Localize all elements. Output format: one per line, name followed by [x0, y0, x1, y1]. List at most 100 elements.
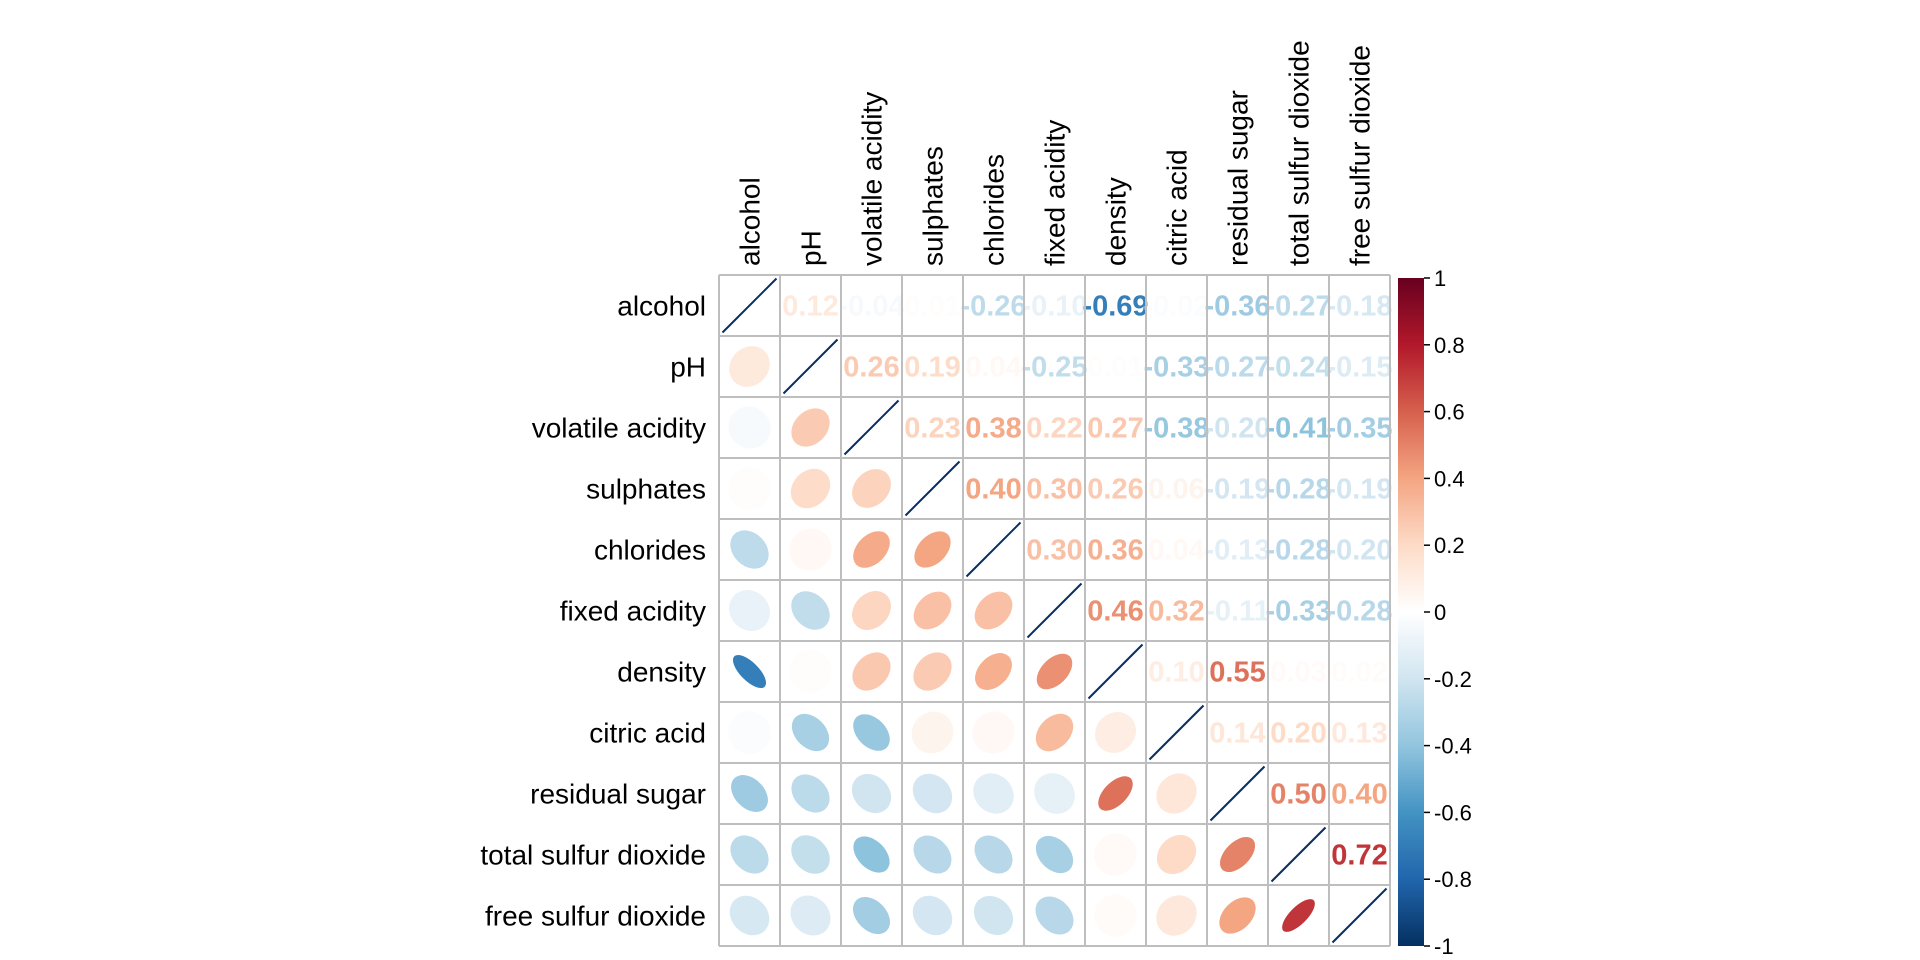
cell-volatile-acidity-chlorides: 0.38	[965, 413, 1021, 445]
cell-ph-citric-acid: -0.33	[1143, 352, 1209, 384]
cell-alcohol-density: -0.69	[1082, 291, 1148, 323]
cell-chlorides-total-sulfur-dioxide: -0.28	[1265, 535, 1331, 567]
cell-total-sulfur-dioxide-total-sulfur-dioxide	[1270, 826, 1327, 883]
legend-tick-label: -0.8	[1434, 867, 1472, 892]
row-label-volatile-acidity: volatile acidity	[532, 413, 706, 444]
correlation-ellipse	[851, 773, 892, 814]
correlation-value: 0.03	[1270, 657, 1326, 689]
row-label-fixed-acidity: fixed acidity	[560, 596, 706, 627]
cell-ph-density: 0.01	[1087, 352, 1143, 384]
correlation-value: 0.40	[1331, 779, 1387, 811]
correlation-ellipse	[913, 652, 952, 691]
cell-total-sulfur-dioxide-free-sulfur-dioxide: 0.72	[1331, 840, 1387, 872]
correlation-ellipse	[1282, 899, 1315, 932]
row-label-total-sulfur-dioxide: total sulfur dioxide	[480, 840, 706, 871]
column-label-volatile-acidity: volatile acidity	[857, 92, 888, 266]
cell-ph-free-sulfur-dioxide: -0.15	[1326, 352, 1392, 384]
cell-sulphates-citric-acid: 0.06	[1148, 474, 1204, 506]
correlation-value: -0.27	[1204, 352, 1270, 384]
correlation-value: 0.38	[965, 413, 1021, 445]
cell-residual-sugar-volatile-acidity	[851, 773, 892, 814]
correlation-value: -0.26	[960, 291, 1026, 323]
variable-labels: alcohol alcohol pH pH volatile acidity volati…	[480, 40, 1375, 931]
cell-fixed-acidity-density: 0.46	[1087, 596, 1143, 628]
cell-volatile-acidity-citric-acid: -0.38	[1143, 413, 1209, 445]
diagonal-mark	[721, 277, 778, 334]
correlation-ellipse	[852, 896, 891, 935]
correlation-value: 0.50	[1270, 779, 1326, 811]
cell-chlorides-ph	[789, 528, 832, 571]
correlation-ellipse	[791, 591, 830, 630]
cell-chlorides-volatile-acidity	[853, 531, 890, 568]
correlation-value: -0.33	[1265, 596, 1331, 628]
correlation-ellipse	[912, 895, 953, 936]
cell-density-citric-acid: 0.10	[1148, 657, 1204, 689]
row-label-ph: pH	[670, 352, 706, 383]
column-label-alcohol: alcohol	[735, 177, 766, 266]
cell-density-ph	[789, 650, 832, 693]
correlation-ellipse	[730, 835, 769, 874]
correlation-ellipse	[728, 467, 771, 510]
diagonal-mark	[904, 460, 961, 517]
correlation-value: 0.13	[1331, 718, 1387, 750]
cell-residual-sugar-chlorides	[973, 773, 1014, 814]
cell-free-sulfur-dioxide-volatile-acidity	[852, 896, 891, 935]
correlation-ellipse	[852, 469, 891, 508]
row-label-citric-acid: citric acid	[589, 718, 706, 749]
row-label-free-sulfur-dioxide: free sulfur dioxide	[485, 901, 706, 932]
cell-layer: 0.12 -0.04 0.01 -0.26-0.10-0.69-0.02-0.36-0…	[721, 277, 1393, 944]
legend-tick-label: -0.4	[1434, 734, 1472, 759]
correlation-ellipse	[1036, 653, 1073, 690]
correlation-value: 0.06	[1148, 474, 1204, 506]
cell-sulphates-free-sulfur-dioxide: -0.19	[1326, 474, 1392, 506]
correlation-value: 0.72	[1331, 840, 1387, 872]
diagonal-mark	[843, 399, 900, 456]
cell-sulphates-residual-sugar: -0.19	[1204, 474, 1270, 506]
cell-sulphates-density: 0.26	[1087, 474, 1143, 506]
legend-tick-label: 0	[1434, 600, 1446, 625]
legend-tick-label: 1	[1434, 266, 1446, 291]
correlation-value: -0.19	[1326, 474, 1392, 506]
correlation-ellipse	[974, 591, 1013, 630]
cell-free-sulfur-dioxide-total-sulfur-dioxide	[1282, 899, 1315, 932]
correlation-value: -0.11	[1205, 596, 1270, 628]
column-label-fixed-acidity: fixed acidity	[1040, 120, 1071, 266]
correlation-ellipse	[913, 835, 952, 874]
cell-citric-acid-residual-sugar: 0.14	[1209, 718, 1265, 750]
correlation-ellipse	[732, 654, 767, 689]
cell-free-sulfur-dioxide-fixed-acidity	[1035, 896, 1074, 935]
correlation-ellipse	[911, 711, 954, 754]
cell-citric-acid-citric-acid	[1148, 704, 1205, 761]
cell-chlorides-fixed-acidity: 0.30	[1026, 535, 1082, 567]
cell-alcohol-free-sulfur-dioxide: -0.18	[1326, 291, 1392, 323]
cell-alcohol-sulphates: 0.01	[904, 291, 960, 323]
correlation-value: 0.01	[1087, 352, 1143, 384]
correlation-value: 0.32	[1148, 596, 1204, 628]
correlation-value: -0.20	[1204, 413, 1270, 445]
cell-volatile-acidity-sulphates: 0.23	[904, 413, 960, 445]
legend-tick-label: -0.2	[1434, 667, 1472, 692]
cell-total-sulfur-dioxide-alcohol	[730, 835, 769, 874]
color-legend: 1 0.8 0.6 0.4 0.2 0 -0.2 -0.4 -0.6 -0.8 -1	[1398, 266, 1472, 959]
cell-residual-sugar-citric-acid	[1156, 773, 1197, 814]
correlation-ellipse	[1034, 773, 1075, 814]
legend-tick-label: 0.8	[1434, 333, 1465, 358]
cell-chlorides-chlorides	[965, 521, 1022, 578]
cell-total-sulfur-dioxide-citric-acid	[1156, 834, 1197, 875]
cell-free-sulfur-dioxide-alcohol	[729, 895, 770, 936]
correlation-value: -0.36	[1204, 291, 1270, 323]
diagonal-mark	[1209, 765, 1266, 822]
cell-free-sulfur-dioxide-free-sulfur-dioxide	[1331, 887, 1388, 944]
cell-total-sulfur-dioxide-chlorides	[974, 835, 1013, 874]
correlation-value: 0.30	[1026, 535, 1082, 567]
cell-fixed-acidity-chlorides	[974, 591, 1013, 630]
cell-residual-sugar-ph	[791, 774, 830, 813]
correlation-ellipse	[1035, 896, 1074, 935]
correlation-value: 0.36	[1087, 535, 1143, 567]
correlation-value: 0.46	[1087, 596, 1143, 628]
cell-fixed-acidity-total-sulfur-dioxide: -0.33	[1265, 596, 1331, 628]
cell-chlorides-alcohol	[730, 530, 769, 569]
cell-ph-alcohol	[729, 346, 770, 387]
cell-residual-sugar-sulphates	[912, 773, 953, 814]
cell-total-sulfur-dioxide-fixed-acidity	[1035, 835, 1074, 874]
